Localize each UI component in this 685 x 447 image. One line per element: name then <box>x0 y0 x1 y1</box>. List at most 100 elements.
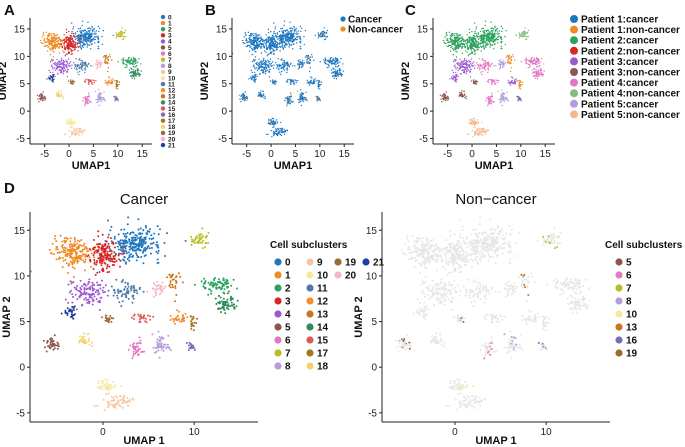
data-point <box>297 30 300 32</box>
data-point <box>260 52 263 54</box>
data-point <box>51 76 54 78</box>
data-point <box>133 72 135 75</box>
data-point <box>58 256 61 259</box>
data-point <box>66 46 69 49</box>
data-point <box>473 41 476 43</box>
data-point <box>270 123 272 126</box>
data-point <box>123 256 126 259</box>
data-point <box>334 74 336 76</box>
data-point <box>493 81 495 83</box>
data-point <box>296 38 298 41</box>
data-point <box>324 62 326 64</box>
data-point <box>72 79 74 82</box>
data-point <box>69 41 71 43</box>
data-point <box>318 35 321 37</box>
data-point <box>481 66 484 69</box>
data-point <box>74 45 76 47</box>
data-point <box>336 58 338 60</box>
data-point <box>124 262 127 265</box>
data-point <box>82 252 85 255</box>
data-point <box>514 81 516 84</box>
data-point <box>94 31 96 33</box>
data-point <box>470 40 473 42</box>
data-point <box>82 38 84 40</box>
data-point <box>465 42 467 44</box>
data-point <box>333 77 335 79</box>
data-point <box>106 82 108 85</box>
data-point <box>84 81 87 83</box>
data-point <box>453 40 456 43</box>
data-point <box>58 60 60 63</box>
data-point <box>68 38 70 41</box>
data-point <box>48 43 51 45</box>
data-point <box>270 129 273 132</box>
data-point <box>259 61 261 64</box>
data-point <box>475 32 477 35</box>
data-point <box>452 53 454 56</box>
data-point <box>65 53 67 56</box>
data-point <box>232 278 235 281</box>
data-point <box>299 45 301 48</box>
data-point <box>521 81 524 83</box>
data-point <box>500 95 502 97</box>
data-point <box>84 71 86 74</box>
data-point <box>449 50 452 52</box>
data-point <box>300 104 302 107</box>
data-point <box>500 96 502 99</box>
data-point <box>109 82 111 85</box>
data-point <box>464 96 466 99</box>
data-point <box>43 38 45 40</box>
data-point <box>475 83 478 85</box>
data-point <box>489 42 491 44</box>
data-point <box>476 119 479 121</box>
data-point <box>472 61 475 63</box>
data-point <box>78 34 81 36</box>
data-point <box>76 257 79 260</box>
data-point <box>264 66 266 69</box>
data-point <box>493 65 495 67</box>
data-point <box>505 56 508 58</box>
data-point <box>45 41 47 44</box>
data-point <box>487 99 490 101</box>
data-point <box>281 128 283 130</box>
data-point <box>67 58 70 60</box>
data-point <box>104 82 106 84</box>
data-point <box>48 39 50 41</box>
data-point <box>483 62 485 64</box>
data-point <box>337 72 339 75</box>
data-point <box>63 70 65 72</box>
data-point <box>483 48 485 50</box>
data-point <box>96 64 98 66</box>
data-point <box>538 72 540 75</box>
data-point <box>509 57 511 59</box>
y-tick-label: 15 <box>417 24 429 35</box>
data-point <box>131 68 133 71</box>
data-point <box>91 81 93 83</box>
data-point <box>54 69 57 72</box>
data-point <box>277 42 279 44</box>
data-point <box>457 75 459 78</box>
data-point <box>480 64 482 67</box>
data-point <box>278 36 281 38</box>
data-point <box>451 76 453 78</box>
data-point <box>286 129 288 131</box>
data-point <box>79 254 82 257</box>
data-point <box>103 54 106 57</box>
data-point <box>58 64 60 67</box>
data-point <box>116 245 119 248</box>
data-point <box>474 122 476 125</box>
data-point <box>113 95 115 98</box>
data-point <box>535 74 537 76</box>
data-point <box>113 235 116 238</box>
data-point <box>250 76 252 78</box>
data-point <box>288 46 290 48</box>
data-point <box>255 40 257 42</box>
data-point <box>138 57 140 60</box>
data-point <box>65 59 67 61</box>
data-point <box>276 122 278 124</box>
data-point <box>256 43 258 45</box>
data-point <box>273 124 275 126</box>
data-point <box>65 240 68 242</box>
data-point <box>451 41 453 43</box>
data-point <box>503 93 506 95</box>
